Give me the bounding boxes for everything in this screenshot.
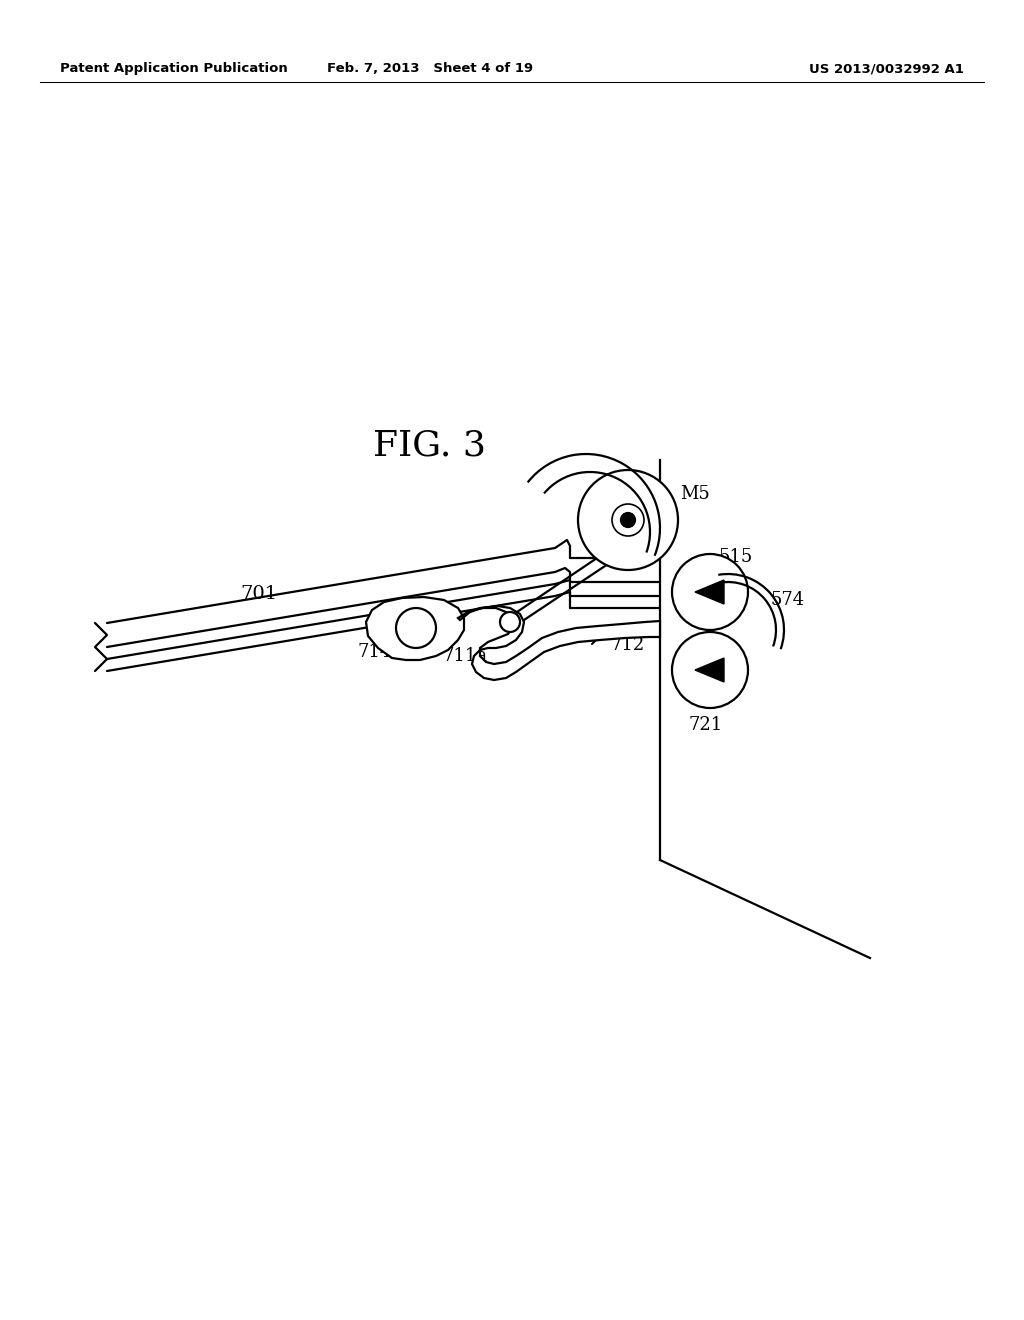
Text: M5: M5: [680, 484, 710, 503]
Circle shape: [578, 470, 678, 570]
Text: FIG. 3: FIG. 3: [373, 428, 486, 462]
Text: 515: 515: [718, 548, 753, 566]
Polygon shape: [695, 657, 724, 682]
Text: US 2013/0032992 A1: US 2013/0032992 A1: [809, 62, 964, 75]
Text: 574: 574: [770, 591, 804, 609]
Text: Patent Application Publication: Patent Application Publication: [60, 62, 288, 75]
Text: Feb. 7, 2013   Sheet 4 of 19: Feb. 7, 2013 Sheet 4 of 19: [327, 62, 534, 75]
Circle shape: [500, 612, 520, 632]
Polygon shape: [366, 597, 464, 660]
Text: 711a: 711a: [442, 647, 488, 665]
Text: 712: 712: [610, 636, 644, 653]
Polygon shape: [695, 579, 724, 605]
Text: 701: 701: [240, 585, 278, 603]
Text: 714: 714: [357, 643, 392, 661]
Circle shape: [672, 632, 748, 708]
Circle shape: [396, 609, 436, 648]
Text: 713: 713: [609, 477, 643, 495]
Circle shape: [612, 504, 644, 536]
Text: 721: 721: [689, 715, 723, 734]
Polygon shape: [458, 606, 660, 680]
Circle shape: [672, 554, 748, 630]
Circle shape: [621, 513, 635, 527]
